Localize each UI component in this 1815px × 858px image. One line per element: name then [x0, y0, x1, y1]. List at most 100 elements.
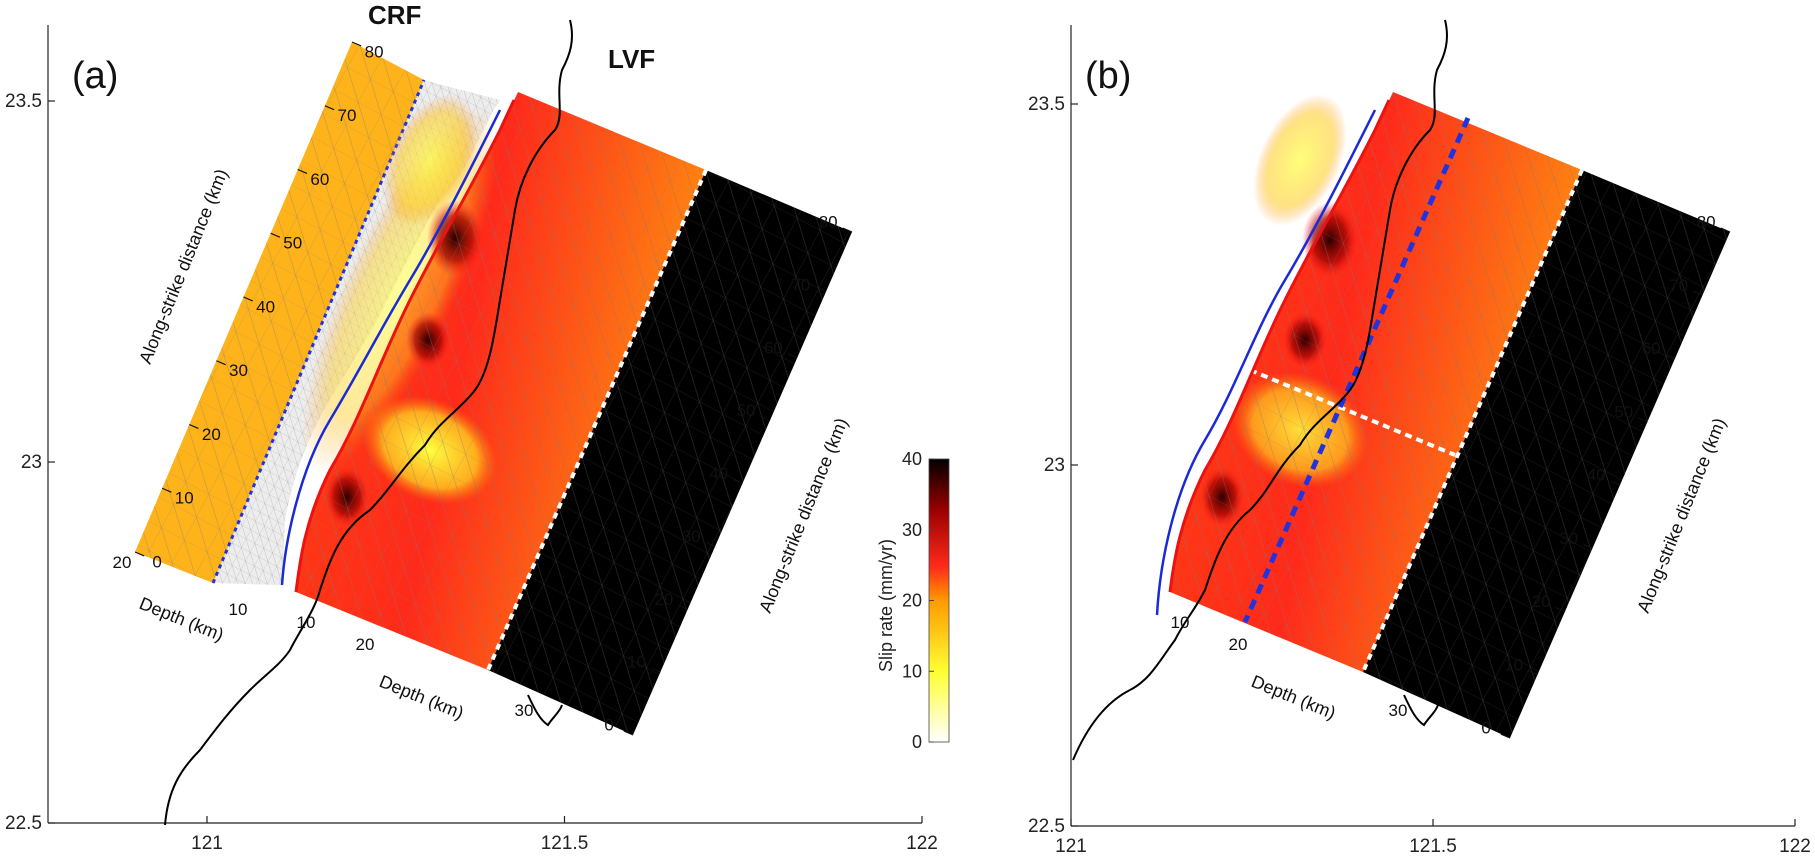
panel-b-label: (b)	[1085, 55, 1131, 97]
lvf-strike-a-tick-label-2: 20	[654, 590, 673, 609]
blue-surface-trace	[280, 109, 502, 586]
lvf-strike-b-tick-label-1: 10	[1504, 655, 1523, 674]
lvf-strike-a-tick-1	[650, 667, 661, 673]
crf-strike-tick-2	[189, 423, 199, 429]
blue-surface-trace-b	[1155, 109, 1377, 616]
panel-b-ytick-label-2: 23.5	[1028, 94, 1065, 115]
lvf-strike-b-tick-7	[1693, 290, 1703, 296]
crf-along-strike-label: Along-strike distance (km)	[135, 166, 231, 366]
colorbar-tick-label-3: 30	[902, 520, 922, 540]
panel-b-ytick-label-0: 22.5	[1028, 816, 1065, 837]
lvf-strike-b-tick-label-6: 60	[1642, 339, 1661, 358]
panel-a-label: (a)	[72, 55, 118, 97]
red-surface-trace	[294, 99, 516, 593]
lvf-white-dashed-line	[486, 169, 708, 671]
crf-depth-label: Depth (km)	[137, 593, 227, 645]
crf-strike-tick-label-6: 60	[310, 170, 329, 189]
lvf-black-zone-mesh-b	[1363, 170, 1730, 738]
panel-a-ytick-label-0: 22.5	[5, 813, 42, 834]
crf-strike-tick-label-5: 50	[283, 234, 302, 253]
panel-b-y-ticks: 22.5 23 23.5	[1028, 94, 1078, 837]
colorbar: 0 10 20 30 40 Slip rate (mm/yr)	[876, 449, 950, 752]
panel-a-x-ticks: 121 121.5 122	[191, 816, 938, 854]
lvf-white-dashed-segment-b	[1249, 368, 1456, 457]
lvf-strike-b-tick-0	[1500, 733, 1511, 739]
crf-strike-tick-5	[270, 232, 281, 238]
lvf-strike-a-tick-0	[623, 730, 634, 736]
crf-strike-tick-1	[161, 487, 172, 493]
lvf-strike-b-tick-label-0: 0	[1481, 719, 1490, 738]
lvf-yellow-patch-top	[383, 94, 477, 226]
lvf-along-strike-ticks-a: 0 10 20 30 40 50 60 70 80	[604, 213, 853, 736]
panel-b-x-ticks: 121 121.5 122	[1055, 819, 1811, 857]
fault-name-lvf: LVF	[608, 44, 655, 74]
coastline-b	[1072, 19, 1448, 761]
colorbar-tick-label-0: 0	[912, 732, 922, 752]
lvf-strike-a-tick-3	[705, 541, 716, 547]
lvf-strike-a-tick-8	[842, 227, 853, 233]
lvf-depth-label-b: Depth (km)	[1249, 671, 1339, 723]
crf-strike-tick-0	[134, 551, 145, 557]
crf-strike-tick-6	[297, 168, 308, 174]
lvf-depth-label-a: Depth (km)	[377, 671, 467, 723]
lvf-strike-b-tick-4	[1610, 480, 1621, 486]
lvf-depth-ticks-b: 10 20 30	[1171, 613, 1408, 720]
panel-a: 22.5 23 23.5 121 121.5 122 (a)	[5, 0, 938, 854]
crf-strike-tick-label-8: 80	[365, 42, 384, 61]
red-surface-trace-b	[1168, 99, 1391, 593]
crf-strike-tick-7	[324, 105, 335, 111]
colorbar-tick-label-1: 10	[902, 661, 922, 681]
lvf-strike-a-tick-label-8: 80	[819, 213, 838, 232]
crf-strike-tick-4	[243, 296, 253, 302]
lvf-fault-mesh-b	[1170, 92, 1582, 672]
lvf-strike-a-tick-2	[678, 604, 688, 610]
lvf-strike-a-tick-label-6: 60	[764, 338, 783, 357]
lvf-depth-a-tick-label-1: 20	[356, 635, 375, 654]
lvf-depth-a-tick-label-2: 30	[515, 701, 534, 720]
colorbar-label: Slip rate (mm/yr)	[876, 539, 896, 672]
lvf-black-zone-mesh	[488, 170, 852, 735]
lvf-strike-a-tick-4	[733, 478, 743, 485]
crf-depth-tick-label-0: 20	[113, 553, 132, 572]
crf-strike-tick-8	[351, 41, 362, 47]
panel-a-ytick-label-1: 23	[21, 452, 42, 473]
lvf-strike-a-tick-label-1: 10	[627, 653, 646, 672]
lvf-b-yellow-top	[1253, 94, 1347, 226]
panel-b-xtick-label-0: 121	[1055, 836, 1087, 857]
lvf-along-strike-label-a: Along-strike distance (km)	[755, 415, 851, 615]
lvf-depth-ticks-a: 10 20 30	[297, 613, 534, 720]
panel-a-xtick-label-0: 121	[191, 833, 223, 854]
lvf-blue-dashed-line-b	[1242, 116, 1471, 624]
crf-along-strike-ticks: 0 10 20 30 40 50 60 70 80	[134, 41, 384, 571]
lvf-strike-a-tick-label-7: 70	[791, 275, 810, 294]
crf-strike-tick-3	[216, 360, 226, 366]
lvf-strike-b-tick-3	[1583, 543, 1593, 549]
lvf-fault-mesh	[296, 92, 706, 670]
lvf-strike-b-tick-label-8: 80	[1697, 213, 1716, 232]
lvf-strike-b-tick-label-7: 70	[1669, 276, 1688, 295]
lvf-strike-a-tick-label-4: 40	[709, 464, 728, 483]
panel-a-y-ticks: 22.5 23 23.5	[5, 91, 55, 834]
lvf-strike-a-tick-label-3: 30	[682, 527, 701, 546]
lvf-strike-a-tick-6	[787, 353, 798, 359]
panel-b: 22.5 23 23.5 121 121.5 122 (b) 10 20 30 Depth …	[1028, 19, 1811, 857]
colorbar-ticks: 0 10 20 30 40	[902, 449, 934, 752]
lvf-along-strike-ticks-b: 0 10 20 30 40 50 60 70 80	[1481, 213, 1731, 739]
panel-a-xtick-label-1: 121.5	[541, 833, 589, 854]
lvf-strike-b-tick-label-4: 40	[1587, 466, 1606, 485]
panel-a-xtick-label-2: 122	[906, 833, 938, 854]
lvf-strike-b-tick-8	[1720, 227, 1731, 233]
lvf-strike-a-tick-5	[760, 416, 771, 422]
coastline-a-south	[527, 694, 563, 727]
lvf-strike-b-tick-label-3: 30	[1559, 529, 1578, 548]
lvf-strike-b-tick-5	[1638, 417, 1648, 423]
panel-a-ytick-label-2: 23.5	[5, 91, 42, 112]
coastline-a	[164, 19, 573, 826]
lvf-white-dashed-line-b	[1361, 169, 1584, 673]
lvf-strike-a-tick-label-0: 0	[604, 716, 613, 735]
coastline-b-south	[1403, 694, 1439, 727]
crf-strike-tick-label-7: 70	[337, 106, 356, 125]
panel-b-ytick-label-1: 23	[1044, 455, 1065, 476]
